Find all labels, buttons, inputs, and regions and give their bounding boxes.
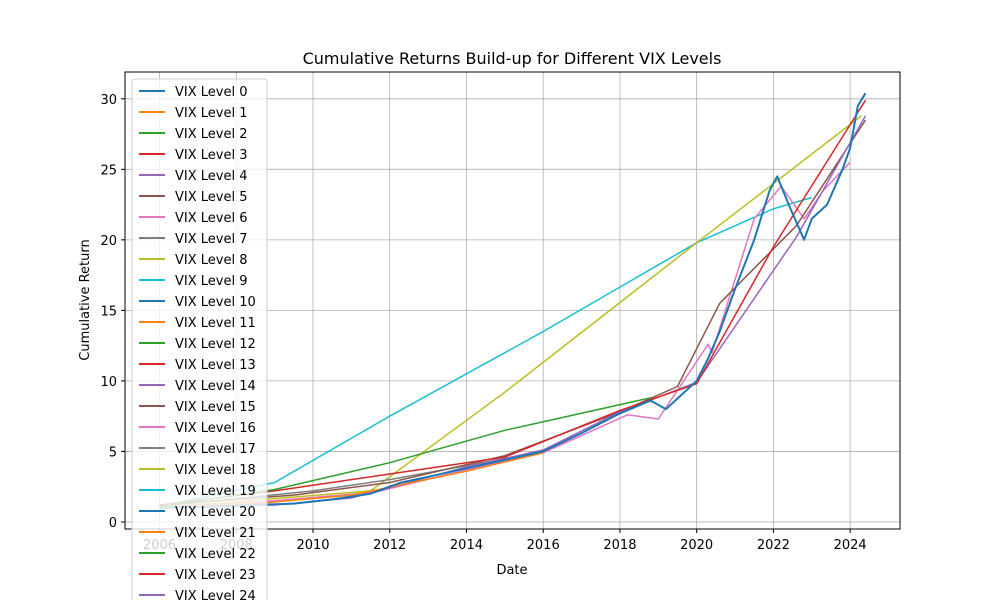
series-line-vix-level-8 (159, 115, 863, 509)
legend-entry-label: VIX Level 24 (175, 589, 256, 600)
legend-entry-label: VIX Level 9 (175, 274, 247, 289)
x-axis-label: Date (496, 563, 527, 578)
y-axis-label: Cumulative Return (78, 239, 93, 360)
x-tick-label: 2024 (834, 538, 867, 553)
legend-entry-label: VIX Level 5 (175, 190, 247, 205)
legend-entry-label: VIX Level 23 (175, 568, 256, 583)
y-tick-label: 10 (100, 375, 117, 390)
y-tick-label: 25 (100, 163, 117, 178)
legend-entry-label: VIX Level 10 (175, 295, 256, 310)
legend-entry-label: VIX Level 0 (175, 85, 247, 100)
legend-entry-label: VIX Level 12 (175, 337, 256, 352)
x-tick-label: 2020 (680, 538, 713, 553)
series-line-vix-level-9 (159, 196, 813, 508)
legend-entry-label: VIX Level 1 (175, 106, 247, 121)
series-line-vix-level-6 (159, 161, 851, 509)
legend-entry-label: VIX Level 18 (175, 463, 256, 478)
y-tick-label: 0 (109, 516, 117, 531)
legend-entry-label: VIX Level 16 (175, 421, 256, 436)
legend-entry-label: VIX Level 2 (175, 127, 247, 142)
chart-title: Cumulative Returns Build-up for Differen… (303, 49, 722, 68)
y-tick-label: 15 (100, 304, 117, 319)
legend-entry-label: VIX Level 19 (175, 484, 256, 499)
plot-frame (124, 71, 901, 530)
legend-entry-label: VIX Level 15 (175, 400, 256, 415)
series-line-vix-level-0 (159, 92, 867, 509)
legend-entry-label: VIX Level 22 (175, 547, 256, 562)
legend-entry-label: VIX Level 6 (175, 211, 247, 226)
legend-entry-label: VIX Level 17 (175, 442, 256, 457)
x-tick-label: 2010 (296, 538, 329, 553)
series-lines (159, 92, 867, 509)
x-tick-label: 2016 (527, 538, 560, 553)
legend-entry-label: VIX Level 3 (175, 148, 247, 163)
x-tick-label: 2018 (603, 538, 636, 553)
x-tick-label: 2012 (373, 538, 406, 553)
legend-entry-label: VIX Level 4 (175, 169, 247, 184)
legend-box (131, 78, 268, 600)
series-line-vix-level-3 (159, 99, 867, 506)
y-tick-label: 5 (109, 445, 117, 460)
x-tick-label: 2014 (450, 538, 483, 553)
legend-entry-label: VIX Level 7 (175, 232, 247, 247)
legend-entry-label: VIX Level 8 (175, 253, 247, 268)
legend: VIX Level 0 VIX Level 1 VIX Level 2 VIX Lev… (131, 78, 268, 600)
legend-entry-label: VIX Level 20 (175, 505, 256, 520)
legend-entry-label: VIX Level 14 (175, 379, 256, 394)
y-tick-label: 30 (100, 93, 117, 108)
legend-entry-label: VIX Level 13 (175, 358, 256, 373)
x-tick-label: 2022 (757, 538, 790, 553)
legend-entry-label: VIX Level 21 (175, 526, 256, 541)
y-tick-label: 20 (100, 234, 117, 249)
legend-entry-label: VIX Level 11 (175, 316, 256, 331)
